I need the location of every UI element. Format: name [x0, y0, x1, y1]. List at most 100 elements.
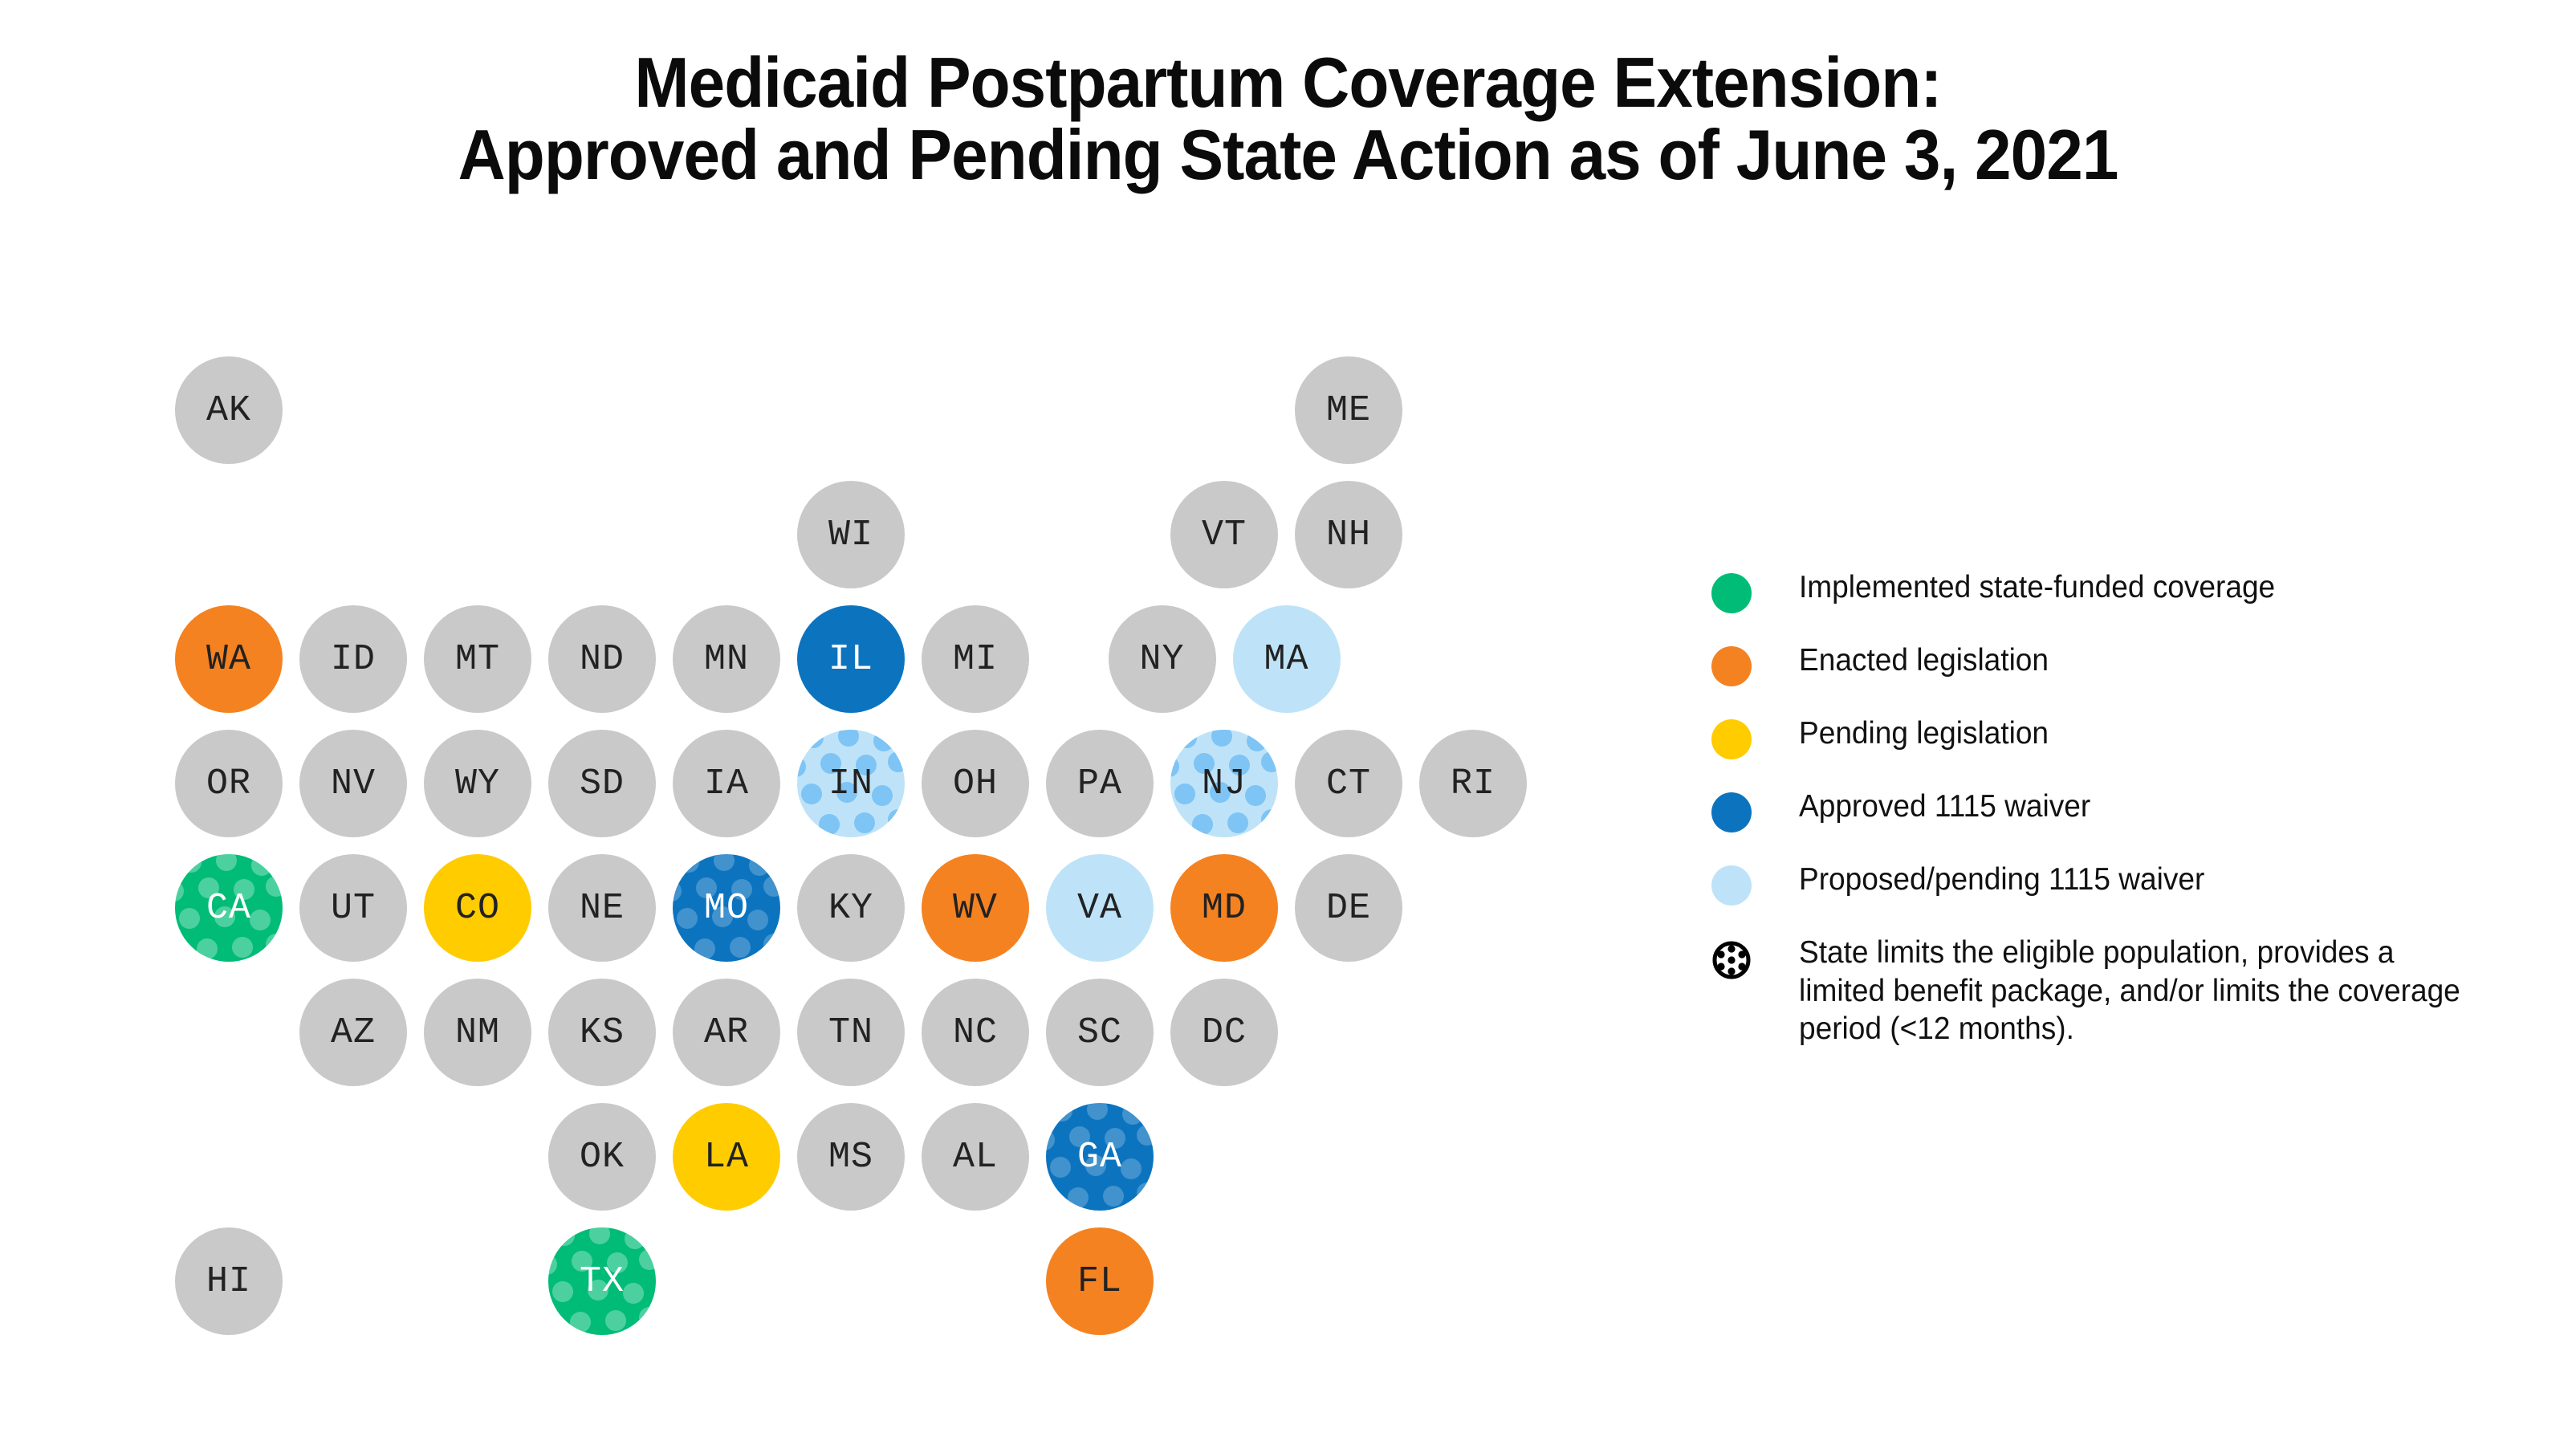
state-tile-az[interactable]: AZ [299, 979, 407, 1086]
state-abbr-label: RI [1450, 763, 1496, 804]
state-abbr-label: OR [206, 763, 251, 804]
state-tile-mn[interactable]: MN [673, 605, 780, 713]
state-abbr-label: NE [579, 887, 625, 929]
state-tile-sd[interactable]: SD [548, 730, 656, 837]
state-tile-id[interactable]: ID [299, 605, 407, 713]
legend-item-label: Pending legislation [1799, 716, 2049, 751]
legend-item-label: Enacted legislation [1799, 643, 2049, 678]
state-abbr-label: WI [828, 514, 873, 556]
legend-item-limited-population[interactable]: State limits the eligible population, pr… [1711, 935, 2498, 1048]
state-abbr-label: TX [579, 1260, 625, 1302]
state-tile-or[interactable]: OR [175, 730, 283, 837]
state-tile-dc[interactable]: DC [1170, 979, 1278, 1086]
state-tile-ar[interactable]: AR [673, 979, 780, 1086]
title-line-1: Medicaid Postpartum Coverage Extension: [634, 43, 1942, 122]
state-abbr-label: NY [1139, 638, 1185, 680]
dotted-circle-icon [1712, 941, 1751, 979]
title-line-2: Approved and Pending State Action as of … [458, 114, 2119, 194]
state-abbr-label: MS [828, 1136, 873, 1178]
state-tile-ak[interactable]: AK [175, 356, 283, 464]
state-abbr-label: DC [1201, 1012, 1247, 1053]
legend-item-label: Approved 1115 waiver [1799, 789, 2091, 824]
state-abbr-label: SD [579, 763, 625, 804]
state-tile-nm[interactable]: NM [424, 979, 531, 1086]
state-abbr-label: ND [579, 638, 625, 680]
state-tile-tn[interactable]: TN [797, 979, 905, 1086]
state-tile-de[interactable]: DE [1295, 854, 1402, 962]
state-tile-nc[interactable]: NC [922, 979, 1029, 1086]
state-tile-tx[interactable]: TX [548, 1227, 656, 1335]
state-tile-ia[interactable]: IA [673, 730, 780, 837]
legend-item-label: Proposed/pending 1115 waiver [1799, 862, 2205, 897]
state-tile-ky[interactable]: KY [797, 854, 905, 962]
state-abbr-label: ME [1325, 389, 1371, 431]
state-tile-mt[interactable]: MT [424, 605, 531, 713]
state-abbr-label: CT [1325, 763, 1371, 804]
state-tile-co[interactable]: CO [424, 854, 531, 962]
state-abbr-label: IN [828, 763, 873, 804]
state-abbr-label: SC [1076, 1012, 1122, 1053]
state-tile-ut[interactable]: UT [299, 854, 407, 962]
state-tile-fl[interactable]: FL [1046, 1227, 1154, 1335]
state-abbr-label: CA [206, 887, 251, 929]
state-tile-ok[interactable]: OK [548, 1103, 656, 1211]
legend-item-pending-legislation[interactable]: Pending legislation [1711, 718, 2498, 759]
state-tile-ri[interactable]: RI [1419, 730, 1527, 837]
legend-item-implemented-state-funded[interactable]: Implemented state-funded coverage [1711, 572, 2498, 613]
state-abbr-label: ID [330, 638, 376, 680]
state-tile-md[interactable]: MD [1170, 854, 1278, 962]
state-tile-wi[interactable]: WI [797, 481, 905, 588]
state-tile-ms[interactable]: MS [797, 1103, 905, 1211]
state-tile-ny[interactable]: NY [1108, 605, 1216, 713]
state-abbr-label: WA [206, 638, 251, 680]
state-abbr-label: OK [579, 1136, 625, 1178]
state-abbr-label: GA [1076, 1136, 1122, 1178]
state-abbr-label: MA [1264, 638, 1309, 680]
state-abbr-label: MI [952, 638, 998, 680]
state-tile-ct[interactable]: CT [1295, 730, 1402, 837]
state-abbr-label: NV [330, 763, 376, 804]
state-tile-ca[interactable]: CA [175, 854, 283, 962]
state-abbr-label: WY [454, 763, 500, 804]
page-title: Medicaid Postpartum Coverage Extension: … [0, 47, 2576, 191]
state-abbr-label: IL [828, 638, 873, 680]
state-tile-nj[interactable]: NJ [1170, 730, 1278, 837]
legend-item-proposed-waiver[interactable]: Proposed/pending 1115 waiver [1711, 864, 2498, 906]
state-tile-me[interactable]: ME [1295, 356, 1402, 464]
state-tile-va[interactable]: VA [1046, 854, 1154, 962]
state-tile-ma[interactable]: MA [1232, 605, 1341, 713]
state-tile-wy[interactable]: WY [424, 730, 531, 837]
legend-item-label: Implemented state-funded coverage [1799, 570, 2276, 604]
legend-item-enacted-legislation[interactable]: Enacted legislation [1711, 645, 2498, 686]
state-tile-grid-map: AK ME WI VT NH WA ID MT ND MN IL MI NY MA OR NV WY SD IA IN… [175, 356, 1527, 1335]
state-tile-sc[interactable]: SC [1046, 979, 1154, 1086]
state-abbr-label: NM [454, 1012, 500, 1053]
state-tile-ne[interactable]: NE [548, 854, 656, 962]
state-tile-nv[interactable]: NV [299, 730, 407, 837]
circle-swatch-orange [1711, 646, 1752, 686]
state-tile-nh[interactable]: NH [1295, 481, 1402, 588]
legend-item-approved-waiver[interactable]: Approved 1115 waiver [1711, 791, 2498, 832]
state-tile-ga[interactable]: GA [1046, 1103, 1154, 1211]
state-tile-mo[interactable]: MO [673, 854, 780, 962]
state-tile-in[interactable]: IN [797, 730, 905, 837]
state-tile-nd[interactable]: ND [548, 605, 656, 713]
state-abbr-label: OH [952, 763, 998, 804]
state-tile-wv[interactable]: WV [922, 854, 1029, 962]
state-abbr-label: TN [828, 1012, 873, 1053]
state-tile-mi[interactable]: MI [922, 605, 1029, 713]
state-tile-vt[interactable]: VT [1170, 481, 1278, 588]
state-tile-la[interactable]: LA [673, 1103, 780, 1211]
state-tile-oh[interactable]: OH [922, 730, 1029, 837]
state-tile-ks[interactable]: KS [548, 979, 656, 1086]
state-abbr-label: CO [454, 887, 500, 929]
state-tile-al[interactable]: AL [922, 1103, 1029, 1211]
state-tile-hi[interactable]: HI [175, 1227, 283, 1335]
state-tile-il[interactable]: IL [797, 605, 905, 713]
state-tile-wa[interactable]: WA [175, 605, 283, 713]
state-tile-pa[interactable]: PA [1046, 730, 1154, 837]
state-abbr-label: MT [454, 638, 500, 680]
state-abbr-label: AR [703, 1012, 749, 1053]
circle-swatch-blue [1711, 792, 1752, 832]
